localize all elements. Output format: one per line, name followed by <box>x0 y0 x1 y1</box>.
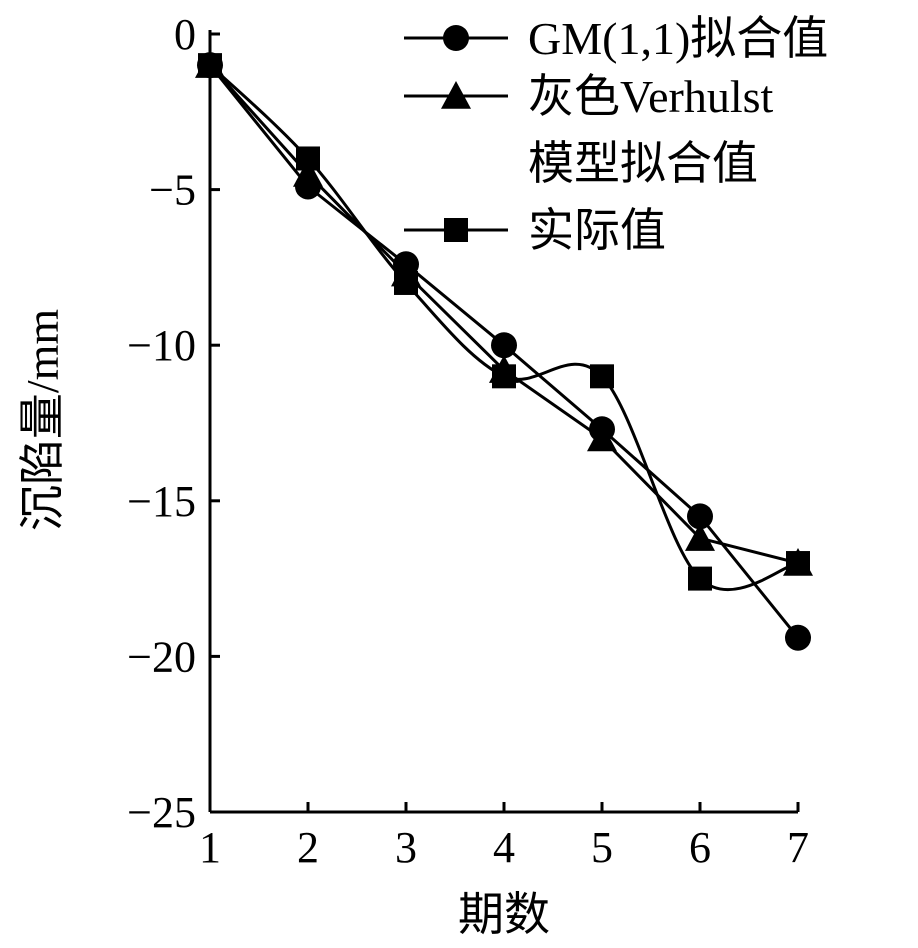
y-tick-label: −5 <box>149 166 196 215</box>
legend-marker-triangle <box>441 81 471 109</box>
data-point-triangle <box>293 159 323 187</box>
data-point-square <box>198 53 222 78</box>
data-point-square <box>688 566 712 591</box>
x-tick-label: 6 <box>689 823 711 872</box>
legend-label: GM(1,1)拟合值 <box>528 13 828 64</box>
x-tick-label: 7 <box>787 823 809 872</box>
legend-marker-square <box>444 218 468 242</box>
data-point-triangle <box>587 423 617 452</box>
data-point-circle <box>687 503 713 530</box>
y-ticks: 0 −5 −10 −15 −20 −25 <box>127 10 220 837</box>
legend-label: 实际值 <box>528 205 666 256</box>
legend-label: 灰色Verhulst <box>528 71 774 122</box>
x-tick-label: 4 <box>493 823 515 872</box>
y-tick-label: −20 <box>127 632 196 681</box>
y-tick-label: −25 <box>127 788 196 837</box>
legend-label: 模型拟合值 <box>528 138 758 189</box>
data-point-triangle <box>685 523 715 551</box>
series-triangle <box>195 50 813 576</box>
series-square <box>198 53 810 592</box>
legend-marker-circle <box>443 25 469 51</box>
x-ticks: 1 2 3 4 5 6 7 <box>199 802 809 872</box>
data-point-square <box>786 551 810 576</box>
data-point-circle <box>785 624 811 651</box>
x-axis-title: 期数 <box>458 889 550 940</box>
x-tick-label: 5 <box>591 823 613 872</box>
y-tick-label: 0 <box>174 10 196 59</box>
series-layer <box>195 50 813 651</box>
y-tick-label: −10 <box>127 321 196 370</box>
y-axis-title: 沉陷量/mm <box>17 309 68 532</box>
data-point-square <box>492 364 516 389</box>
x-tick-label: 3 <box>395 823 417 872</box>
x-tick-label: 2 <box>297 823 319 872</box>
x-tick-label: 1 <box>199 823 221 872</box>
data-point-square <box>590 364 614 389</box>
y-tick-label: −15 <box>127 477 196 526</box>
data-point-circle <box>491 332 517 359</box>
data-point-square <box>296 146 320 171</box>
data-point-square <box>394 270 418 295</box>
